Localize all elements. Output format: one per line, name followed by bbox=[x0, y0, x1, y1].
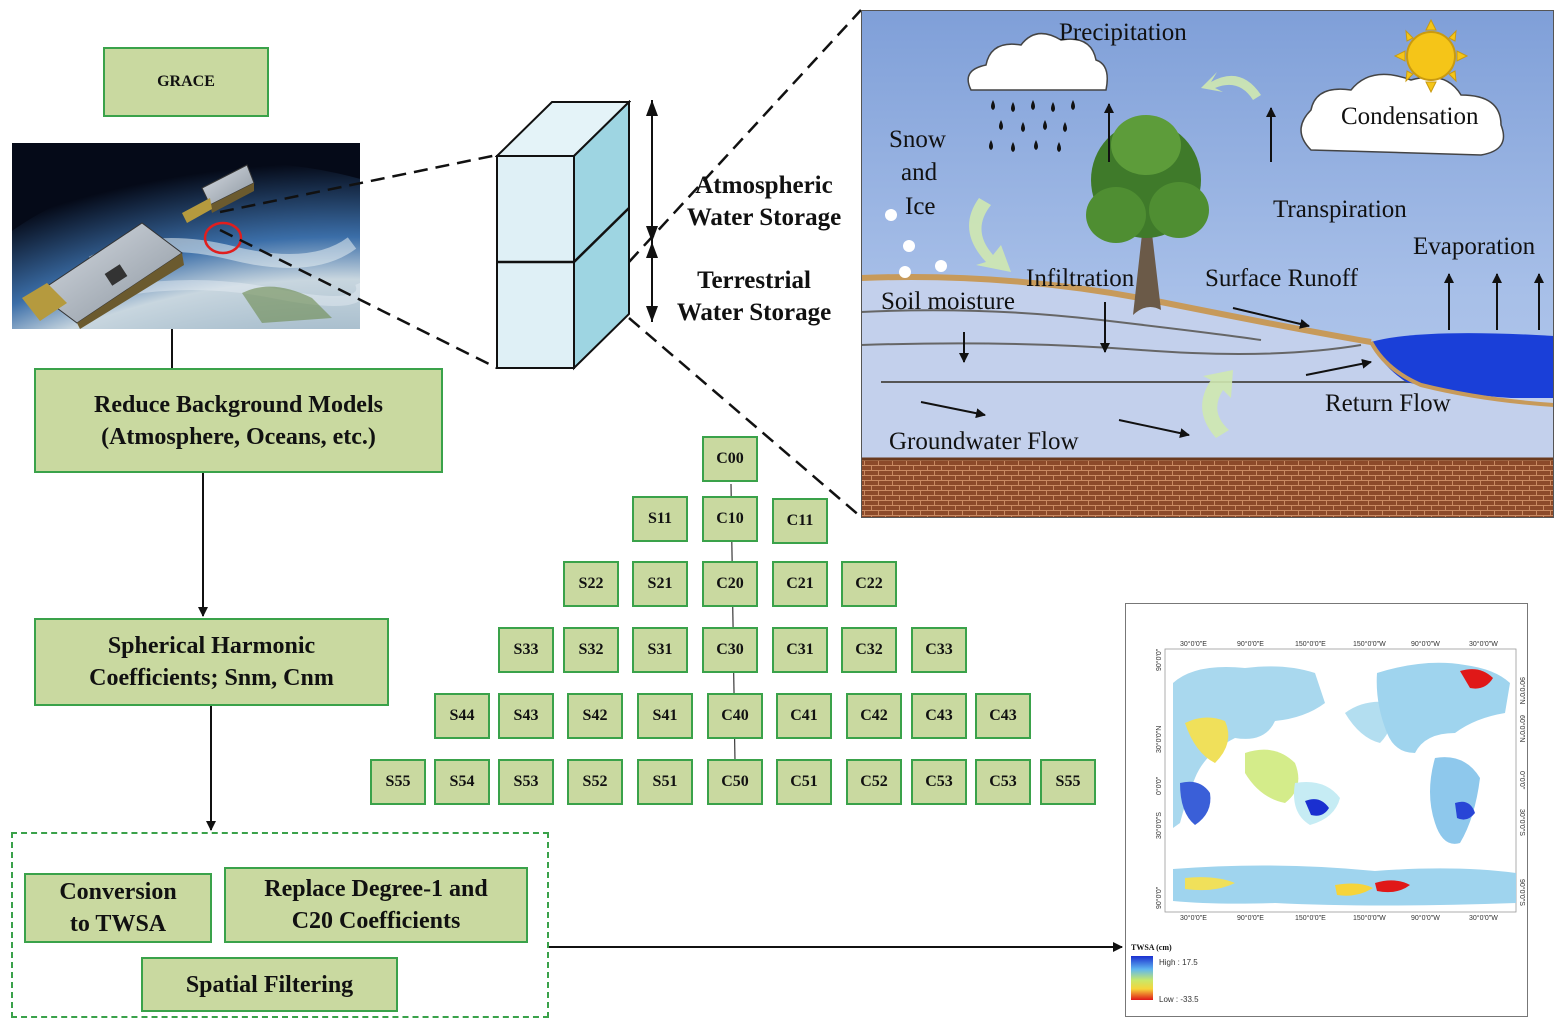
reduce-background-box: Reduce Background Models (Atmosphere, Oc… bbox=[34, 368, 443, 473]
map-tick-left-4: 30°0'0"S bbox=[1155, 812, 1163, 839]
return-flow-label: Return Flow bbox=[1325, 390, 1451, 417]
map-legend-high: High : 17.5 bbox=[1159, 958, 1198, 967]
satellite-icon-front bbox=[22, 222, 184, 329]
replace-line-2: C20 Coefficients bbox=[291, 908, 461, 934]
map-tick-left-3: 0°0'0" bbox=[1155, 776, 1163, 795]
atmospheric-storage-label: Atmospheric Water Storage bbox=[664, 170, 864, 234]
surface-runoff-label: Surface Runoff bbox=[1205, 265, 1359, 292]
map-tick-top-2: 90°0'0"E bbox=[1237, 640, 1264, 648]
map-tick-bottom-4: 150°0'0"W bbox=[1353, 914, 1386, 922]
zoom-line-4 bbox=[628, 317, 862, 518]
zoom-line-3 bbox=[628, 9, 862, 263]
conversion-box: Conversion to TWSA bbox=[24, 873, 212, 943]
map-bottom-ticks: 30°0'0"E 90°0'0"E 150°0'0"E 150°0'0"W 90… bbox=[1180, 914, 1498, 922]
cycle-arrow-left-icon bbox=[969, 198, 1011, 272]
infiltration-label: Infiltration bbox=[1026, 265, 1135, 292]
sh-line-2: Coefficients; Snm, Cnm bbox=[89, 665, 334, 691]
cycle-arrow-bottom-icon bbox=[1202, 370, 1233, 438]
atmospheric-line-2: Water Storage bbox=[686, 204, 842, 231]
ice-label: Ice bbox=[905, 193, 936, 220]
condensation-label: Condensation bbox=[1341, 103, 1479, 130]
replace-coefficients-box: Replace Degree-1 and C20 Coefficients bbox=[224, 867, 528, 943]
map-tick-right-3: 0°0'0" bbox=[1518, 771, 1526, 790]
map-tick-left-5: 90°0'0" bbox=[1155, 886, 1163, 909]
map-tick-bottom-1: 30°0'0"E bbox=[1180, 914, 1207, 922]
soil-moisture-label: Soil moisture bbox=[881, 288, 1015, 315]
evaporation-label: Evaporation bbox=[1413, 233, 1536, 260]
sh-line-1: Spherical Harmonic bbox=[107, 633, 316, 659]
map-tick-top-3: 150°0'0"E bbox=[1295, 640, 1326, 648]
spatial-filtering-label: Spatial Filtering bbox=[185, 971, 354, 998]
zoom-line-1 bbox=[219, 153, 498, 214]
map-tick-bottom-6: 30°0'0"W bbox=[1469, 914, 1498, 922]
rain-cloud-icon bbox=[967, 32, 1108, 152]
focus-circle bbox=[203, 221, 243, 255]
sun-icon bbox=[1393, 18, 1469, 94]
map-legend-title: TWSA (cm) bbox=[1131, 943, 1172, 952]
map-legend-low: Low : -33.5 bbox=[1159, 995, 1199, 1004]
storage-column bbox=[495, 100, 631, 371]
map-tick-top-4: 150°0'0"W bbox=[1353, 640, 1386, 648]
map-tick-bottom-5: 90°0'0"W bbox=[1411, 914, 1440, 922]
map-tick-left-2: 30°0'0"N bbox=[1155, 726, 1163, 753]
terrestrial-line-1: Terrestrial bbox=[697, 267, 811, 294]
snowflake-icons bbox=[885, 209, 947, 278]
condensation-cloud-icon bbox=[1300, 73, 1505, 156]
reduce-line-1: Reduce Background Models bbox=[94, 391, 383, 418]
map-legend-colorbar bbox=[1131, 956, 1153, 1000]
map-tick-bottom-3: 150°0'0"E bbox=[1295, 914, 1326, 922]
snow-and-label: and bbox=[901, 159, 938, 186]
hydrological-cycle-panel: Precipitation Condensation Snow and Ice … bbox=[861, 10, 1554, 518]
precipitation-label: Precipitation bbox=[1059, 19, 1187, 46]
grace-label-box: GRACE bbox=[103, 47, 269, 117]
conversion-line-1: Conversion bbox=[59, 879, 177, 905]
map-right-ticks: 90°0'0"N 60°0'0"N 0°0'0" 30°0'0"S 90°0'0… bbox=[1518, 677, 1526, 906]
coef-spine bbox=[730, 483, 736, 762]
replace-line-1: Replace Degree-1 and bbox=[264, 876, 488, 902]
map-tick-top-6: 30°0'0"W bbox=[1469, 640, 1498, 648]
terrestrial-line-2: Water Storage bbox=[676, 299, 832, 326]
map-tick-right-1: 90°0'0"N bbox=[1518, 677, 1526, 704]
reduce-line-2: (Atmosphere, Oceans, etc.) bbox=[101, 423, 376, 450]
spatial-filtering-box: Spatial Filtering bbox=[141, 957, 398, 1012]
transpiration-label: Transpiration bbox=[1273, 196, 1407, 223]
processing-group bbox=[11, 832, 549, 1018]
atmospheric-line-1: Atmospheric bbox=[695, 172, 833, 199]
snow-label: Snow bbox=[889, 126, 946, 153]
zoom-line-2 bbox=[219, 228, 498, 370]
terrestrial-storage-label: Terrestrial Water Storage bbox=[654, 265, 854, 329]
map-tick-right-5: 90°0'0"S bbox=[1518, 879, 1526, 906]
groundwater-flow-label: Groundwater Flow bbox=[889, 428, 1079, 455]
spherical-harmonic-box: Spherical Harmonic Coefficients; Snm, Cn… bbox=[34, 618, 389, 706]
map-tick-left-1: 90°0'0" bbox=[1155, 648, 1163, 671]
cycle-arrow-top-icon bbox=[1201, 72, 1261, 100]
grace-label: GRACE bbox=[157, 73, 215, 90]
conversion-line-2: to TWSA bbox=[69, 911, 167, 937]
map-landmasses bbox=[1173, 662, 1516, 906]
map-tick-top-5: 90°0'0"W bbox=[1411, 640, 1440, 648]
satellite-icon-rear bbox=[182, 164, 255, 223]
tree-icon bbox=[1086, 115, 1209, 315]
map-tick-right-2: 60°0'0"N bbox=[1518, 715, 1526, 742]
map-tick-bottom-2: 90°0'0"E bbox=[1237, 914, 1264, 922]
twsa-map: 30°0'0"E 90°0'0"E 150°0'0"E 150°0'0"W 90… bbox=[1131, 640, 1526, 1004]
map-left-ticks: 90°0'0" 30°0'0"N 0°0'0" 30°0'0"S 90°0'0" bbox=[1155, 648, 1163, 909]
satellite-image bbox=[12, 143, 360, 329]
map-tick-top-1: 30°0'0"E bbox=[1180, 640, 1207, 648]
map-tick-right-4: 30°0'0"S bbox=[1518, 809, 1526, 836]
map-top-ticks: 30°0'0"E 90°0'0"E 150°0'0"E 150°0'0"W 90… bbox=[1180, 640, 1498, 648]
